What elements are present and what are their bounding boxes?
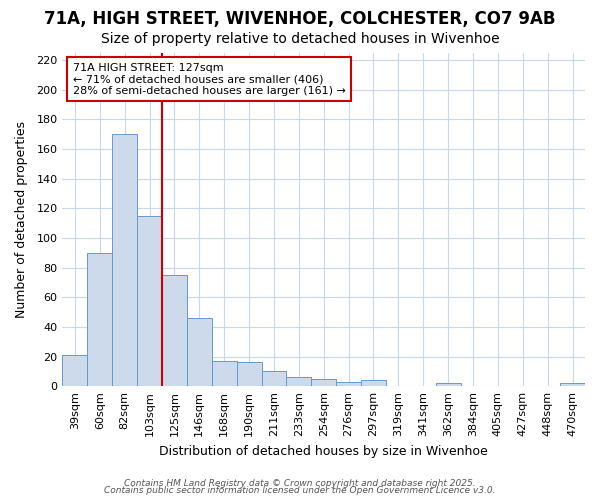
Text: 71A HIGH STREET: 127sqm
← 71% of detached houses are smaller (406)
28% of semi-d: 71A HIGH STREET: 127sqm ← 71% of detache… xyxy=(73,62,346,96)
Bar xyxy=(112,134,137,386)
Bar xyxy=(88,252,112,386)
Bar xyxy=(560,383,585,386)
Bar xyxy=(336,382,361,386)
Bar xyxy=(62,355,88,386)
Bar xyxy=(286,378,311,386)
X-axis label: Distribution of detached houses by size in Wivenhoe: Distribution of detached houses by size … xyxy=(160,444,488,458)
Text: Size of property relative to detached houses in Wivenhoe: Size of property relative to detached ho… xyxy=(101,32,499,46)
Bar xyxy=(311,379,336,386)
Bar xyxy=(212,361,236,386)
Bar xyxy=(436,383,461,386)
Bar xyxy=(361,380,386,386)
Y-axis label: Number of detached properties: Number of detached properties xyxy=(15,121,28,318)
Bar xyxy=(262,372,286,386)
Bar xyxy=(162,275,187,386)
Text: 71A, HIGH STREET, WIVENHOE, COLCHESTER, CO7 9AB: 71A, HIGH STREET, WIVENHOE, COLCHESTER, … xyxy=(44,10,556,28)
Bar xyxy=(187,318,212,386)
Bar xyxy=(236,362,262,386)
Bar xyxy=(137,216,162,386)
Text: Contains public sector information licensed under the Open Government Licence v3: Contains public sector information licen… xyxy=(104,486,496,495)
Text: Contains HM Land Registry data © Crown copyright and database right 2025.: Contains HM Land Registry data © Crown c… xyxy=(124,478,476,488)
